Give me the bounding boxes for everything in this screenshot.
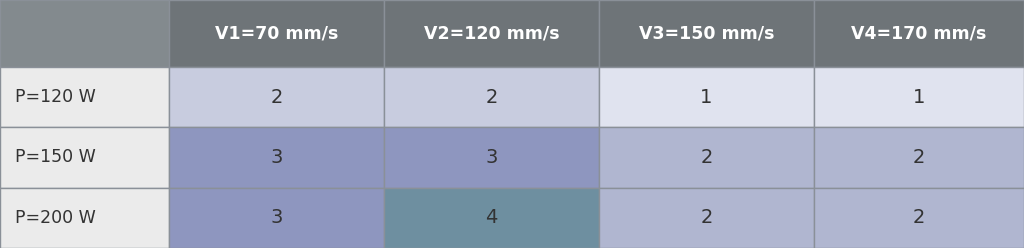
FancyBboxPatch shape [599,0,814,67]
Text: 4: 4 [485,208,498,227]
Text: V1=70 mm/s: V1=70 mm/s [215,25,338,42]
Text: V2=120 mm/s: V2=120 mm/s [424,25,559,42]
Text: 2: 2 [700,148,713,167]
Text: V4=170 mm/s: V4=170 mm/s [851,25,987,42]
Text: P=120 W: P=120 W [15,88,96,106]
FancyBboxPatch shape [599,188,814,248]
Text: P=200 W: P=200 W [15,209,96,227]
FancyBboxPatch shape [169,127,384,188]
FancyBboxPatch shape [814,67,1024,127]
Text: 2: 2 [912,208,926,227]
Text: 1: 1 [700,88,713,107]
Text: 2: 2 [912,148,926,167]
FancyBboxPatch shape [599,67,814,127]
Text: V3=150 mm/s: V3=150 mm/s [639,25,774,42]
FancyBboxPatch shape [814,127,1024,188]
Text: 2: 2 [700,208,713,227]
FancyBboxPatch shape [814,0,1024,67]
FancyBboxPatch shape [814,188,1024,248]
FancyBboxPatch shape [169,0,384,67]
FancyBboxPatch shape [0,127,169,188]
Text: 3: 3 [270,148,283,167]
Text: 3: 3 [270,208,283,227]
FancyBboxPatch shape [599,127,814,188]
Text: 2: 2 [485,88,498,107]
Text: 1: 1 [912,88,926,107]
FancyBboxPatch shape [169,67,384,127]
Text: P=150 W: P=150 W [15,149,96,166]
Text: 3: 3 [485,148,498,167]
FancyBboxPatch shape [0,188,169,248]
FancyBboxPatch shape [0,67,169,127]
FancyBboxPatch shape [169,188,384,248]
FancyBboxPatch shape [384,0,599,67]
FancyBboxPatch shape [384,188,599,248]
Text: 2: 2 [270,88,283,107]
FancyBboxPatch shape [384,67,599,127]
FancyBboxPatch shape [0,0,169,67]
FancyBboxPatch shape [384,127,599,188]
